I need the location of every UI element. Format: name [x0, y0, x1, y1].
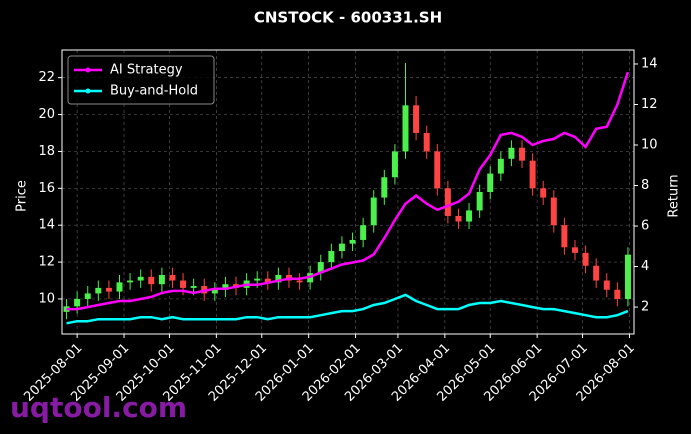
legend-box	[67, 55, 215, 105]
candle-body	[275, 274, 282, 283]
candle-body	[413, 105, 420, 133]
y-tick-label: 18	[38, 144, 55, 159]
candle-body	[519, 147, 526, 161]
y2-axis-label: Return	[667, 174, 682, 217]
candle-body	[296, 280, 303, 283]
candle-body	[148, 276, 155, 285]
candle-body	[264, 278, 271, 283]
candle-body	[158, 274, 165, 285]
candle-body	[254, 278, 261, 281]
candle-body	[423, 132, 430, 152]
candle-body	[360, 225, 367, 240]
candle-body	[180, 280, 187, 288]
candle-body	[222, 284, 229, 290]
candle-body	[317, 262, 324, 274]
candle-body	[624, 254, 631, 299]
legend-label: AI Strategy	[110, 63, 183, 78]
candle-body	[540, 188, 547, 198]
candle-body	[402, 105, 409, 152]
candle-body	[582, 252, 589, 266]
candle-body	[211, 289, 218, 294]
y-tick-label: 20	[38, 107, 55, 122]
y2-tick-label: 4	[641, 259, 649, 274]
y-tick-label: 22	[38, 70, 55, 85]
series-line	[66, 71, 630, 311]
candle-body	[74, 298, 81, 307]
candle-body	[444, 188, 451, 216]
y2-tick-label: 14	[641, 56, 658, 71]
legend-marker	[85, 67, 91, 73]
y2-tick-label: 8	[641, 178, 649, 193]
candle-body	[529, 160, 536, 189]
y2-tick-label: 2	[641, 300, 649, 315]
series-line	[66, 293, 629, 325]
plot-frame	[61, 49, 635, 335]
y-tick-label: 12	[38, 255, 55, 270]
candle-body	[169, 274, 176, 281]
candle-body	[603, 280, 610, 290]
candle-body	[127, 280, 134, 283]
candle-body	[370, 197, 377, 226]
candle-body	[381, 177, 388, 198]
y-tick-label: 14	[38, 218, 55, 233]
y-tick-label: 16	[38, 181, 55, 196]
y2-tick-label: 12	[641, 97, 658, 112]
candle-body	[593, 265, 600, 281]
watermark: uqtool.com	[10, 391, 187, 424]
legend-label: Buy-and-Hold	[110, 84, 198, 99]
candle-body	[137, 276, 144, 281]
y2-tick-label: 10	[641, 138, 658, 153]
y-axis-label: Price	[15, 180, 30, 212]
candle-body	[116, 282, 123, 292]
candle-body	[391, 151, 398, 178]
y2-tick-label: 6	[641, 219, 649, 234]
candle-body	[487, 173, 494, 192]
candle-body	[338, 243, 345, 252]
candle-body	[434, 151, 441, 189]
candle-body	[476, 192, 483, 211]
candle-body	[508, 147, 515, 159]
candle-body	[84, 293, 91, 299]
candle-body	[497, 158, 504, 174]
y-tick-label: 10	[38, 291, 55, 306]
candle-body	[455, 215, 462, 222]
candle-body	[614, 289, 621, 299]
candle-body	[95, 287, 102, 294]
candle-body	[550, 197, 557, 226]
candle-body	[466, 210, 473, 222]
legend-marker	[85, 88, 91, 94]
candle-body	[190, 286, 197, 288]
candle-body	[571, 247, 578, 253]
candle-body	[105, 287, 112, 292]
candle-body	[349, 239, 356, 244]
candle-body	[328, 251, 335, 263]
chart-title: CNSTOCK - 600331.SH	[254, 9, 442, 27]
candle-body	[561, 225, 568, 248]
